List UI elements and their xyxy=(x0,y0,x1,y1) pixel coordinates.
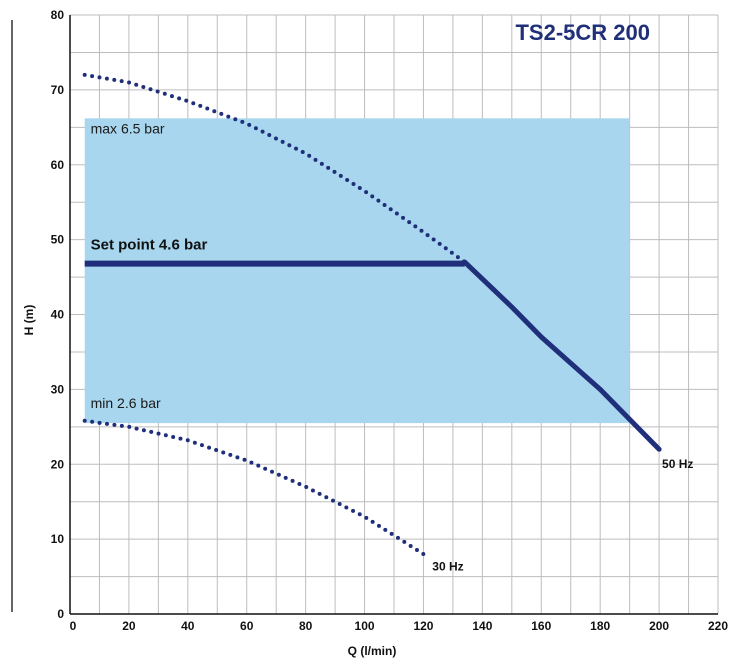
x-tick-label: 80 xyxy=(299,619,313,633)
y-tick-label: 70 xyxy=(51,83,65,97)
chart-title: TS2-5CR 200 xyxy=(515,20,650,45)
annotations: max 6.5 bar Set point 4.6 bar min 2.6 bar 5… xyxy=(91,120,694,573)
x-tick-label: 200 xyxy=(649,619,669,633)
y-tick-label: 10 xyxy=(51,532,65,546)
x-tick-label: 120 xyxy=(413,619,433,633)
y-tick-label: 40 xyxy=(51,308,65,322)
series-dotted-3 xyxy=(82,418,426,557)
x-tick-label: 0 xyxy=(70,619,77,633)
y-tick-label: 80 xyxy=(51,8,65,22)
annotation-setpoint: Set point 4.6 bar xyxy=(91,236,208,253)
tick-labels: 0 20 40 60 80 100 120 140 160 180 200 220 0 10 20 30 40 5… xyxy=(51,8,729,633)
x-tick-label: 20 xyxy=(122,619,136,633)
x-tick-label: 160 xyxy=(531,619,551,633)
x-tick-label: 140 xyxy=(472,619,492,633)
y-axis-label: H (m) xyxy=(22,305,36,336)
series-solid-1 xyxy=(462,259,662,452)
annotation-hz50: 50 Hz xyxy=(662,457,693,471)
annotation-min: min 2.6 bar xyxy=(91,395,161,411)
series-layer xyxy=(82,72,662,557)
y-tick-label: 30 xyxy=(51,382,65,396)
operating-band-layer xyxy=(84,118,630,424)
x-axis-label: Q (l/min) xyxy=(348,644,397,658)
y-tick-label: 60 xyxy=(51,158,65,172)
y-tick-label: 0 xyxy=(57,607,64,621)
y-tick-label: 20 xyxy=(51,457,65,471)
series-dotted-0 xyxy=(82,72,467,265)
x-tick-label: 60 xyxy=(240,619,254,633)
x-tick-label: 100 xyxy=(355,619,375,633)
axes xyxy=(69,15,718,615)
x-tick-label: 40 xyxy=(181,619,195,633)
y-tick-label: 50 xyxy=(51,233,65,247)
annotation-hz30: 30 Hz xyxy=(432,560,463,574)
operating-band xyxy=(84,118,630,424)
annotation-max: max 6.5 bar xyxy=(91,120,165,136)
x-tick-label: 180 xyxy=(590,619,610,633)
x-tick-label: 220 xyxy=(708,619,728,633)
